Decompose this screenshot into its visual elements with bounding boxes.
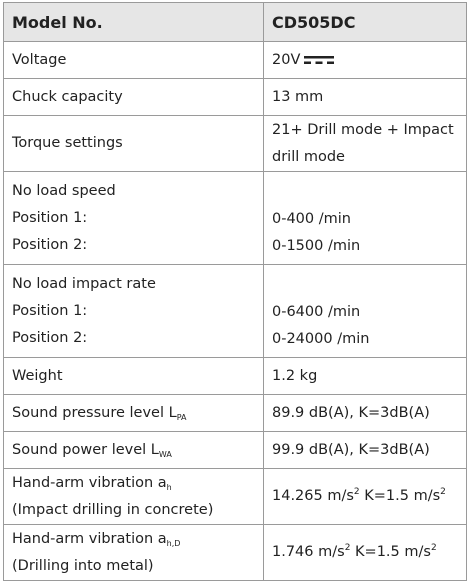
subscript: h bbox=[166, 482, 172, 492]
value-text: 1.746 m/s bbox=[272, 544, 345, 560]
label-text: Sound pressure level L bbox=[12, 404, 177, 421]
value-cell: 0-6400 /min 0-24000 /min bbox=[263, 264, 467, 358]
value-cell: 1.2 kg bbox=[263, 357, 467, 395]
superscript: 2 bbox=[344, 543, 351, 553]
row: Torque settings 21+ Drill mode + Impact d… bbox=[3, 115, 467, 172]
value-cell: 13 mm bbox=[263, 78, 467, 116]
value-line: 21+ Drill mode + Impact bbox=[272, 121, 454, 138]
spec-table-wrap: Model No. CD505DC Voltage 20V Chuck capa… bbox=[3, 2, 467, 581]
label-text: Hand-arm vibration a bbox=[12, 530, 167, 547]
value-text: K=1.5 m/s bbox=[350, 544, 431, 560]
value-cell: 99.9 dB(A), K=3dB(A) bbox=[263, 431, 467, 469]
superscript: 2 bbox=[430, 543, 437, 553]
label-cell: Hand-arm vibration ah,D (Drilling into me… bbox=[3, 524, 264, 581]
row: Weight 1.2 kg bbox=[3, 357, 467, 395]
row: No load impact rate Position 1: Position 2… bbox=[3, 264, 467, 358]
row: Hand-arm vibration ah,D (Drilling into me… bbox=[3, 524, 467, 581]
label-cell: Torque settings bbox=[3, 115, 264, 172]
value-text: K=1.5 m/s bbox=[359, 488, 441, 504]
label-cell: No load impact rate Position 1: Position 2… bbox=[3, 264, 264, 358]
row: Sound power level LWA 99.9 dB(A), K=3dB(… bbox=[3, 431, 467, 469]
value-line: 0-1500 /min bbox=[272, 238, 361, 254]
row: Voltage 20V bbox=[3, 41, 467, 79]
value-text: 14.265 m/s bbox=[272, 488, 354, 504]
header-row: Model No. CD505DC bbox=[3, 2, 467, 42]
row: Chuck capacity 13 mm bbox=[3, 78, 467, 116]
label-line: Hand-arm vibration ah,D bbox=[12, 526, 255, 553]
value-line: 0-6400 /min bbox=[272, 304, 361, 320]
label-cell: Weight bbox=[3, 357, 264, 395]
label-text: Hand-arm vibration a bbox=[12, 474, 167, 491]
label-cell: Sound pressure level LPA bbox=[3, 394, 264, 432]
value-line: 0-24000 /min bbox=[272, 331, 370, 347]
value-cell: 89.9 dB(A), K=3dB(A) bbox=[263, 394, 467, 432]
value-cell: 1.746 m/s2 K=1.5 m/s2 bbox=[263, 524, 467, 581]
row: Hand-arm vibration ah (Impact drilling in… bbox=[3, 468, 467, 525]
value-cell: 20V bbox=[263, 41, 467, 79]
label-cell: Voltage bbox=[3, 41, 264, 79]
label-line: Position 2: bbox=[12, 329, 88, 346]
header-cell: CD505DC bbox=[263, 2, 467, 42]
value-line: 0-400 /min bbox=[272, 211, 351, 227]
value-line: drill mode bbox=[272, 148, 345, 165]
label-line: Position 2: bbox=[12, 236, 88, 253]
label-text: Sound power level L bbox=[12, 441, 159, 458]
subscript: PA bbox=[176, 412, 187, 422]
value-cell: 14.265 m/s2 K=1.5 m/s2 bbox=[263, 468, 467, 525]
superscript: 2 bbox=[353, 487, 360, 497]
label-cell: Sound power level LWA bbox=[3, 431, 264, 469]
subscript: h,D bbox=[166, 538, 181, 548]
spec-table: Model No. CD505DC Voltage 20V Chuck capa… bbox=[3, 2, 467, 581]
label-line: No load speed bbox=[12, 182, 116, 199]
row: No load speed Position 1: Position 2: 0-40… bbox=[3, 171, 467, 265]
row: Sound pressure level LPA 89.9 dB(A), K=3… bbox=[3, 394, 467, 432]
label-cell: Chuck capacity bbox=[3, 78, 264, 116]
label-line: Hand-arm vibration ah bbox=[12, 470, 255, 497]
label-line: No load impact rate bbox=[12, 275, 156, 292]
value-text: 20V bbox=[272, 51, 301, 68]
label-cell: No load speed Position 1: Position 2: bbox=[3, 171, 264, 265]
header-cell: Model No. bbox=[3, 2, 264, 42]
label-line: Position 1: bbox=[12, 209, 88, 226]
label-line: (Impact drilling in concrete) bbox=[12, 501, 214, 518]
superscript: 2 bbox=[440, 487, 446, 497]
label-line: (Drilling into metal) bbox=[12, 557, 154, 574]
label-cell: Hand-arm vibration ah (Impact drilling in… bbox=[3, 468, 264, 525]
label-line: Position 1: bbox=[12, 302, 88, 319]
value-cell: 0-400 /min 0-1500 /min bbox=[263, 171, 467, 265]
dc-symbol bbox=[304, 55, 335, 64]
subscript: WA bbox=[158, 449, 172, 459]
value-cell: 21+ Drill mode + Impact drill mode bbox=[263, 115, 467, 172]
